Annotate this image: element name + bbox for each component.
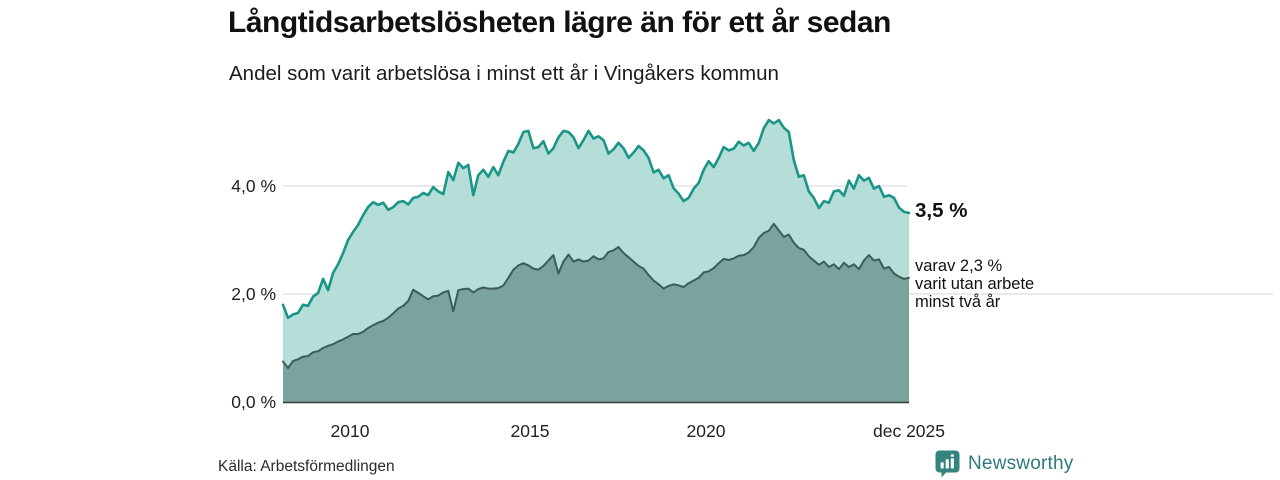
series-breakdown-end-label: varav 2,3 % varit utan arbete minst två … <box>915 257 1034 311</box>
y-tick-4: 4,0 % <box>231 176 276 196</box>
page-title: Långtidsarbetslösheten lägre än för ett … <box>228 6 891 39</box>
y-tick-2: 2,0 % <box>231 284 276 304</box>
source-attribution: Källa: Arbetsförmedlingen <box>218 458 395 475</box>
series-total-end-label: 3,5 % <box>915 199 968 222</box>
brand-wordmark: Newsworthy <box>968 453 1074 474</box>
breakdown-line-2: varit utan arbete <box>915 275 1035 293</box>
x-tick-2020: 2020 <box>686 421 726 441</box>
page-subtitle: Andel som varit arbetslösa i minst ett å… <box>229 62 779 85</box>
newsworthy-logo: Newsworthy <box>935 449 1073 479</box>
x-tick-2010: 2010 <box>330 421 370 441</box>
x-tick-2015: 2015 <box>510 421 550 441</box>
y-tick-0: 0,0 % <box>231 392 276 412</box>
x-tick-dec-2025: dec 2025 <box>872 421 946 441</box>
bar-chart-bubble-icon <box>935 450 960 478</box>
breakdown-line-3: minst två år <box>915 293 1001 311</box>
breakdown-line-1: varav 2,3 % <box>915 257 1003 275</box>
